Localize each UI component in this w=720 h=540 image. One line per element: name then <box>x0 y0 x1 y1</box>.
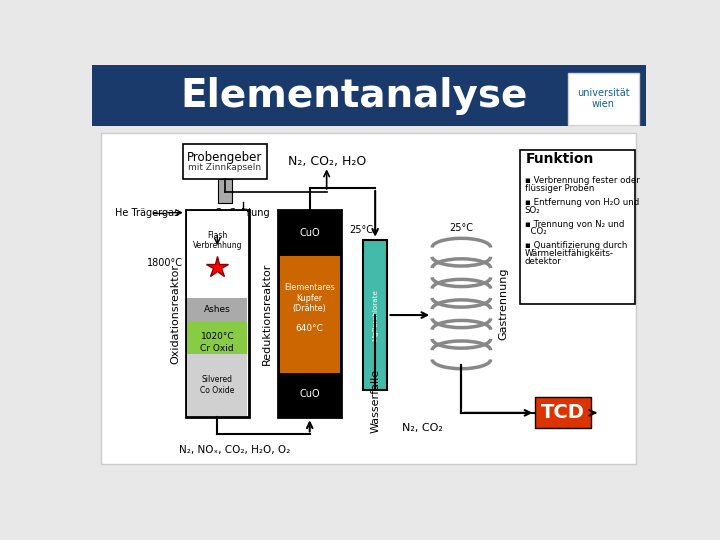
Text: ▪ Quantifizierung durch: ▪ Quantifizierung durch <box>525 241 627 250</box>
Text: 25°C: 25°C <box>349 225 373 235</box>
Bar <box>218 179 232 204</box>
Text: 25°C: 25°C <box>449 223 474 233</box>
Text: 1800°C: 1800°C <box>147 259 183 268</box>
Bar <box>535 397 590 428</box>
Text: TCD: TCD <box>541 403 585 422</box>
Bar <box>101 132 636 464</box>
Text: Ashes: Ashes <box>204 305 230 314</box>
Text: 640°C: 640°C <box>296 325 324 333</box>
Text: Elementanalyse: Elementanalyse <box>180 77 527 114</box>
Text: Silvered
Co Oxide: Silvered Co Oxide <box>200 375 235 395</box>
Text: Elementares
Kupfer
(Drähte): Elementares Kupfer (Drähte) <box>284 283 335 313</box>
Bar <box>187 354 248 416</box>
Bar <box>278 210 341 417</box>
Text: Probengeber: Probengeber <box>187 151 263 164</box>
Text: SO₂: SO₂ <box>525 206 540 215</box>
Text: Wasserfalle: Wasserfalle <box>370 368 380 433</box>
Text: N₂, CO₂: N₂, CO₂ <box>402 423 444 433</box>
Text: Flash
Verbrenhung: Flash Verbrenhung <box>192 231 242 250</box>
Text: Funktion: Funktion <box>526 152 595 166</box>
Text: ▪ Entfernung von H₂O und: ▪ Entfernung von H₂O und <box>525 198 639 207</box>
Text: N₂, CO₂, H₂O: N₂, CO₂, H₂O <box>287 154 366 167</box>
Text: CuO: CuO <box>300 389 320 400</box>
Bar <box>187 211 248 298</box>
Text: N₂, NOₓ, CO₂, H₂O, O₂: N₂, NOₓ, CO₂, H₂O, O₂ <box>179 445 290 455</box>
Text: O₂ Spülung: O₂ Spülung <box>215 208 270 218</box>
Text: detektor: detektor <box>525 256 562 266</box>
Text: universität
wien: universität wien <box>577 88 629 110</box>
Bar <box>187 298 248 321</box>
Bar <box>187 321 248 354</box>
Text: Reduktionsreaktor: Reduktionsreaktor <box>262 262 272 364</box>
Text: Cr Oxid: Cr Oxid <box>200 343 234 353</box>
Bar <box>279 211 340 256</box>
Bar <box>186 210 249 417</box>
Text: 1020°C: 1020°C <box>200 332 234 341</box>
Bar <box>279 256 340 373</box>
Text: CuO: CuO <box>300 228 320 238</box>
Bar <box>183 144 267 179</box>
Bar <box>363 240 387 390</box>
Bar <box>567 72 639 125</box>
Text: flüssiger Proben: flüssiger Proben <box>525 184 594 193</box>
Text: ▪ Verbrennung fester oder: ▪ Verbrennung fester oder <box>525 177 639 185</box>
Text: Gastrennung: Gastrennung <box>499 267 509 340</box>
Text: mit Zinnkapseln: mit Zinnkapseln <box>189 163 261 172</box>
Bar <box>92 65 647 126</box>
Text: MgPerchlorate: MgPerchlorate <box>372 289 378 341</box>
Text: ▪ Trennung von N₂ und: ▪ Trennung von N₂ und <box>525 220 624 228</box>
Bar <box>279 373 340 416</box>
Text: CO₂: CO₂ <box>525 227 546 237</box>
Text: Oxidationsreaktor: Oxidationsreaktor <box>170 264 180 363</box>
Text: He Trägergas: He Trägergas <box>115 208 179 218</box>
Bar <box>520 150 636 303</box>
Text: Wärmeleitfähigkeits-: Wärmeleitfähigkeits- <box>525 249 613 258</box>
